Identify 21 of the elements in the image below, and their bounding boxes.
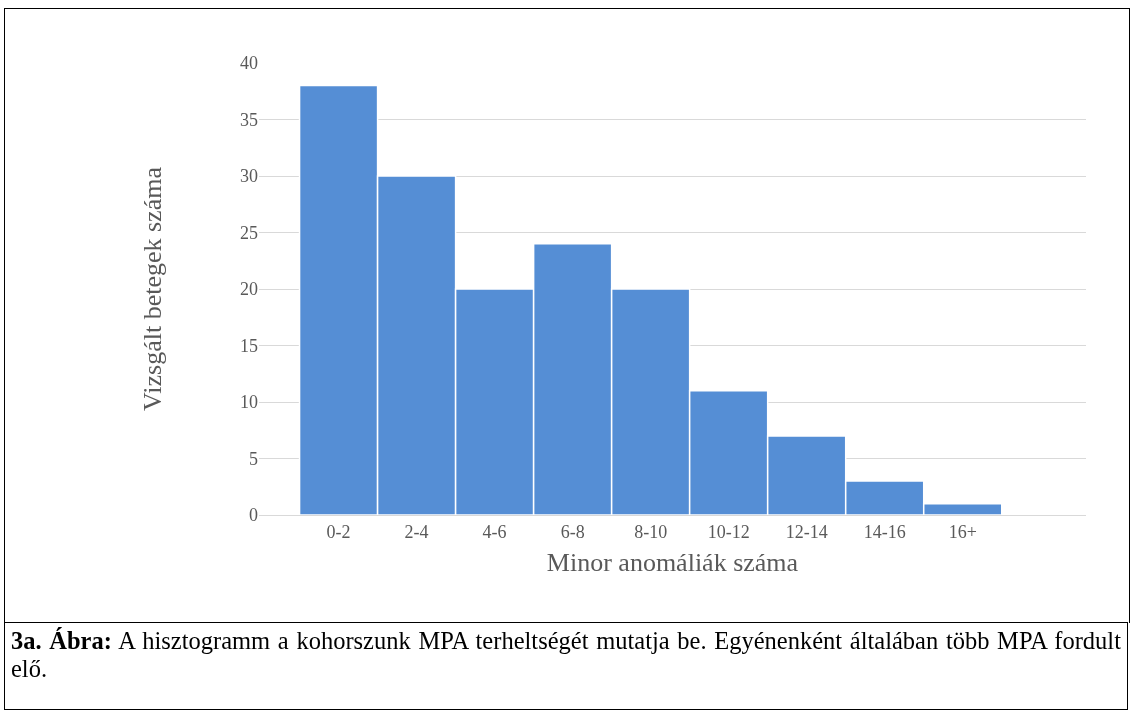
y-tick-label: 15 [240, 335, 258, 356]
x-tick-label: 10-12 [707, 521, 750, 542]
x-tick-label: 14-16 [863, 521, 906, 542]
y-tick-label: 0 [249, 505, 258, 526]
x-tick-label: 2-4 [404, 521, 429, 542]
x-tick-label: 12-14 [785, 521, 828, 542]
x-tick-label: 16+ [948, 521, 977, 542]
x-tick-label: 0-2 [326, 521, 351, 542]
text: 3a. Ábra: A hisztogramm a kohorszunk MPA terheltségét mutatja be. Egyénenként általában több MPA fordult elő. [11, 627, 1121, 682]
y-axis-title: Vizsgált betegek száma [138, 166, 168, 411]
x-tick-label: 8-10 [634, 521, 668, 542]
x-tick-label: 6-8 [560, 521, 585, 542]
y-tick-label: 30 [240, 166, 258, 187]
y-tick-label: 40 [240, 53, 258, 74]
x-tick-label: 4-6 [482, 521, 507, 542]
y-tick-label: 35 [240, 109, 258, 130]
y-tick-label: 25 [240, 222, 258, 243]
y-tick-label: 10 [240, 392, 258, 413]
x-axis-title: Minor anomáliák száma [546, 548, 799, 578]
y-tick-label: 20 [240, 279, 258, 300]
y-tick-label: 5 [249, 448, 258, 469]
